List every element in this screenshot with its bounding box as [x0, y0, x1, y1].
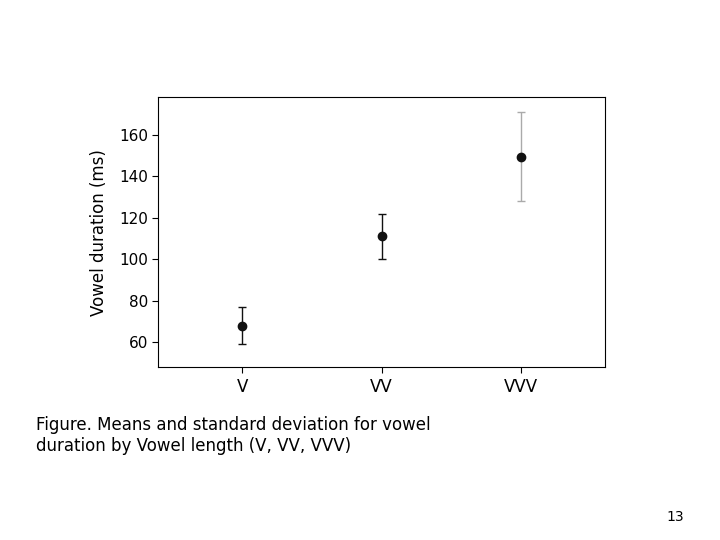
Text: Background on Shilluk / sound system: Background on Shilluk / sound system [18, 30, 467, 50]
Text: Figure. Means and standard deviation for vowel
duration by Vowel length (V, VV, : Figure. Means and standard deviation for… [36, 416, 431, 455]
Text: 13: 13 [667, 510, 684, 524]
Y-axis label: Vowel duration (ms): Vowel duration (ms) [90, 148, 108, 316]
